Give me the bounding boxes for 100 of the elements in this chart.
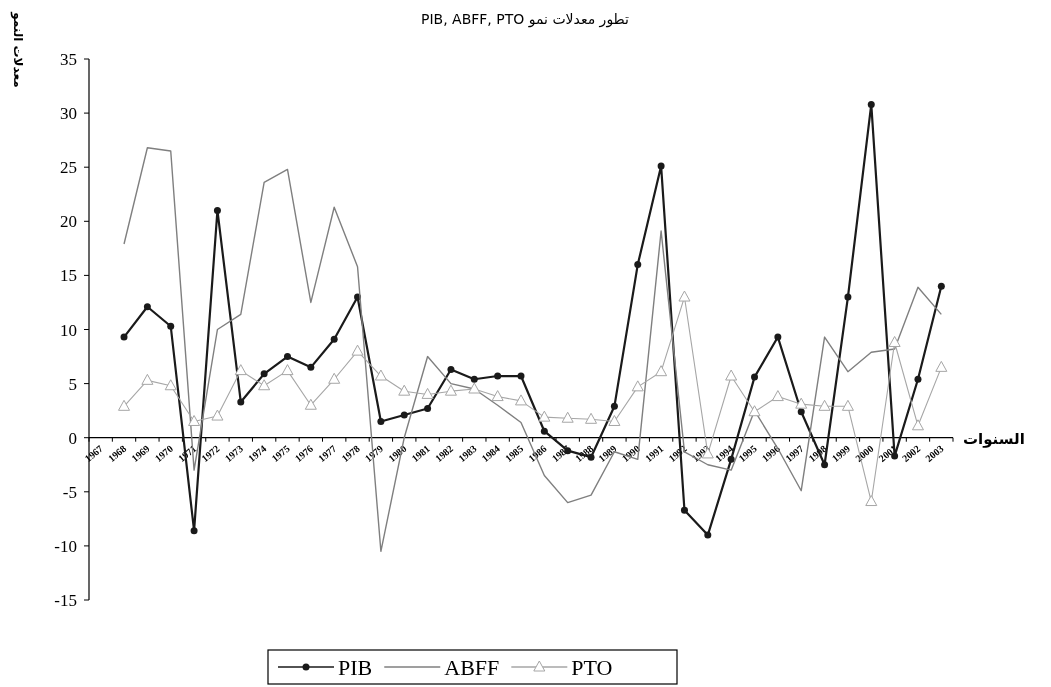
legend-label: ABFF [444, 655, 500, 680]
point [328, 372, 341, 384]
x-axis-title: السنوات [963, 429, 1025, 448]
x-tick-label: 1990 [619, 442, 643, 465]
x-tick-label: 1984 [479, 442, 502, 465]
x-tick-label: 1981 [409, 442, 432, 465]
x-tick-label: 1983 [456, 442, 479, 465]
point [281, 364, 294, 376]
chart-title: تطور معدلات نمو PIB, ABFF, PTO [421, 11, 630, 28]
point [421, 387, 434, 399]
point [447, 366, 455, 374]
x-tick-label: 1979 [362, 442, 386, 465]
point [678, 290, 691, 302]
y-tick-label: -15 [54, 591, 77, 610]
point [538, 410, 551, 422]
point [517, 372, 525, 380]
point [680, 506, 688, 514]
point [585, 412, 598, 424]
x-tick-label: 1975 [269, 442, 292, 465]
y-tick-label: -5 [62, 482, 77, 502]
x-tick-label: 1995 [736, 442, 759, 465]
x-tick-label: 2000 [853, 442, 876, 465]
point [774, 333, 782, 341]
point [865, 495, 878, 507]
x-tick-label: 1982 [432, 442, 456, 465]
y-tick-label: 15 [60, 266, 77, 286]
point [400, 411, 408, 419]
point [771, 390, 784, 402]
point [237, 398, 245, 406]
x-tick-label: 1974 [246, 442, 269, 465]
point [751, 373, 759, 381]
point [307, 363, 315, 371]
point [818, 399, 831, 411]
point [260, 370, 268, 378]
point [844, 293, 852, 301]
point [914, 375, 922, 383]
point [143, 303, 151, 311]
point [234, 364, 247, 376]
point [167, 322, 175, 330]
point [491, 390, 504, 402]
x-tick-label: 1989 [596, 442, 619, 465]
point [283, 353, 291, 361]
point [937, 282, 945, 290]
y-tick-label: 30 [60, 104, 77, 124]
x-tick-label: 1997 [783, 442, 806, 465]
y-tick-label: 20 [60, 212, 77, 232]
point [821, 461, 829, 469]
legend-label: PIB [338, 655, 373, 680]
point [631, 380, 644, 392]
point [304, 398, 317, 410]
x-tick-label: 1991 [643, 442, 666, 465]
point [468, 382, 481, 394]
point [211, 409, 224, 421]
point [424, 404, 432, 412]
x-tick-label: 1977 [316, 442, 339, 465]
point [444, 384, 457, 396]
point [494, 372, 502, 380]
point [141, 373, 154, 385]
x-tick-label: 1972 [199, 442, 222, 465]
point [867, 100, 875, 108]
point [634, 261, 642, 269]
x-tick-label: 2003 [923, 442, 946, 465]
x-tick-label: 1973 [222, 442, 246, 465]
y-axis-title: معدلات النمو [10, 11, 25, 88]
point [561, 411, 574, 423]
point [725, 369, 738, 381]
point [377, 417, 385, 425]
x-tick-label: 1967 [82, 442, 105, 465]
point [888, 335, 901, 347]
point [330, 335, 338, 343]
point [655, 365, 668, 377]
y-tick-label: 0 [68, 428, 77, 448]
point [911, 419, 924, 431]
point [374, 369, 387, 381]
point [398, 384, 411, 396]
point [841, 399, 854, 411]
point [188, 414, 201, 426]
point [704, 531, 712, 539]
x-tick-label: 2002 [899, 442, 923, 465]
point [258, 379, 271, 391]
point [190, 527, 198, 535]
point [213, 206, 221, 214]
x-tick-label: 1999 [829, 442, 853, 465]
point [935, 360, 948, 372]
point [515, 394, 527, 406]
y-tick-label: 25 [60, 158, 77, 178]
point [351, 344, 364, 356]
x-tick-label: 1994 [713, 442, 736, 465]
point [610, 402, 618, 410]
point [164, 379, 177, 391]
y-tick-label: 5 [68, 374, 77, 394]
point [118, 399, 131, 411]
x-tick-label: 1978 [339, 442, 362, 465]
point [797, 408, 805, 416]
point [540, 427, 548, 435]
point [608, 414, 621, 426]
x-tick-label: 1980 [386, 442, 409, 465]
x-tick-label: 1970 [152, 442, 176, 465]
x-tick-label: 1986 [526, 442, 549, 465]
x-tick-label: 1976 [292, 442, 316, 465]
